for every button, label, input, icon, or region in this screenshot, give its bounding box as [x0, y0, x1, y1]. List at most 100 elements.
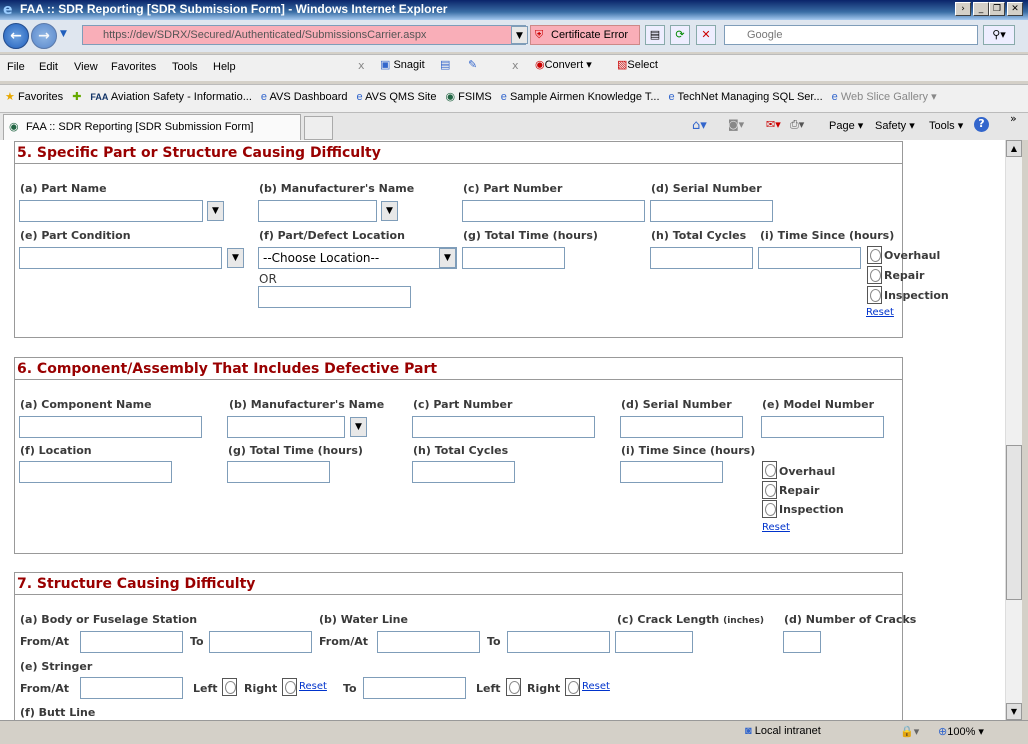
overhaul-radio[interactable] [867, 246, 882, 264]
stringer-from-reset-link[interactable]: Reset [299, 681, 327, 692]
scroll-up-button[interactable]: ▲ [1006, 140, 1022, 157]
favorite-link[interactable]: e TechNet Managing SQL Ser... [669, 91, 823, 103]
safety-menu[interactable]: Safety ▾ [875, 120, 915, 132]
stringer-to-left-radio[interactable] [506, 678, 521, 696]
component-model-number-input[interactable] [761, 416, 884, 438]
menu-favorites[interactable]: Favorites [111, 61, 157, 73]
close-toolbar-icon[interactable]: x [358, 59, 365, 72]
inspection-radio[interactable] [867, 286, 882, 304]
stringer-from-input[interactable] [80, 677, 183, 699]
convert-button[interactable]: ◉Convert ▾ [535, 59, 592, 71]
print-button[interactable]: ⎙▾ [790, 118, 805, 131]
tools-menu[interactable]: Tools ▾ [929, 120, 964, 132]
chevron-more-icon[interactable]: » [1010, 112, 1017, 125]
defect-location-text-input[interactable] [258, 286, 411, 308]
stop-button[interactable]: ✕ [696, 25, 716, 45]
favorite-link[interactable]: e AVS QMS Site [357, 91, 437, 103]
tab-active[interactable]: FAA :: SDR Reporting [SDR Submission For… [3, 114, 301, 140]
part-condition-input[interactable] [19, 247, 222, 269]
stringer-to-reset-link[interactable]: Reset [582, 681, 610, 692]
menu-file[interactable]: File [7, 61, 25, 73]
forward-button[interactable]: → [31, 23, 57, 49]
refresh-button[interactable]: ⟳ [670, 25, 690, 45]
feeds-button[interactable]: ◙▾ [728, 118, 745, 131]
component-name-input[interactable] [19, 416, 202, 438]
water-line-from-input[interactable] [377, 631, 480, 653]
part-name-dropdown-button[interactable]: ▼ [207, 201, 224, 221]
crack-length-input[interactable] [615, 631, 693, 653]
scroll-thumb[interactable] [1006, 445, 1022, 600]
new-tab-button[interactable] [304, 116, 333, 140]
close-toolbar-icon[interactable]: x [512, 59, 519, 72]
part-name-input[interactable] [19, 200, 203, 222]
fuselage-from-input[interactable] [80, 631, 183, 653]
minimize-button[interactable]: _ [973, 2, 989, 16]
favorite-link[interactable]: e AVS Dashboard [261, 91, 348, 103]
add-favorite-icon[interactable]: ✚ [72, 91, 82, 103]
component-total-cycles-input[interactable] [412, 461, 515, 483]
help-button[interactable]: ? [974, 117, 989, 132]
part-condition-dropdown-button[interactable]: ▼ [227, 248, 244, 268]
favorites-button[interactable]: ★ Favorites [5, 90, 63, 103]
history-dropdown-icon[interactable]: ▼ [60, 29, 67, 39]
scroll-down-button[interactable]: ▼ [1006, 703, 1022, 720]
snagit-edit-icon[interactable]: ✎ [468, 58, 478, 71]
component-reset-link[interactable]: Reset [762, 522, 790, 533]
page-menu[interactable]: Page ▾ [829, 120, 864, 132]
component-repair-radio[interactable] [762, 481, 777, 499]
stringer-to-right-radio[interactable] [565, 678, 580, 696]
select-button[interactable]: ▧Select [617, 58, 658, 71]
component-location-input[interactable] [19, 461, 172, 483]
favorite-link[interactable]: ◉ FSIMS [445, 90, 491, 103]
snagit-button[interactable]: ▣ Snagit [380, 58, 425, 71]
address-bar[interactable]: https://dev/SDRX/Secured/Authenticated/S… [82, 25, 526, 45]
stringer-from-right-radio[interactable] [282, 678, 297, 696]
compatibility-view-button[interactable]: ▤ [645, 25, 665, 45]
protected-mode-icon[interactable]: 🔒▾ [900, 726, 920, 738]
fuselage-to-input[interactable] [209, 631, 312, 653]
component-time-since-input[interactable] [620, 461, 723, 483]
manufacturer-name-input[interactable] [258, 200, 377, 222]
number-of-cracks-input[interactable] [783, 631, 821, 653]
component-part-number-input[interactable] [412, 416, 595, 438]
certificate-error-button[interactable]: Certificate Error [530, 25, 640, 45]
home-button[interactable]: ⌂▾ [692, 118, 707, 133]
search-button[interactable]: ⚲▾ [983, 25, 1015, 45]
mail-button[interactable]: ✉▾ [766, 118, 781, 131]
total-cycles-input[interactable] [650, 247, 753, 269]
manufacturer-dropdown-button[interactable]: ▼ [381, 201, 398, 221]
menu-arrow-button[interactable]: › [955, 2, 971, 16]
favorite-link[interactable]: FAA Aviation Safety - Informatio... [90, 91, 251, 103]
stringer-to-input[interactable] [363, 677, 466, 699]
reset-link[interactable]: Reset [866, 307, 894, 318]
back-button[interactable]: ← [3, 23, 29, 49]
snagit-window-icon[interactable]: ▤ [440, 58, 451, 71]
component-inspection-radio[interactable] [762, 500, 777, 518]
vertical-scrollbar[interactable]: ▲ ▼ [1005, 140, 1022, 720]
defect-location-dropdown-icon[interactable]: ▼ [439, 248, 456, 268]
component-serial-number-input[interactable] [620, 416, 743, 438]
address-dropdown-button[interactable]: ▼ [511, 26, 528, 44]
menu-edit[interactable]: Edit [39, 61, 58, 73]
zoom-button[interactable]: ⊕100% ▾ [938, 726, 984, 738]
component-manufacturer-input[interactable] [227, 416, 345, 438]
menu-tools[interactable]: Tools [172, 61, 198, 73]
stringer-from-left-radio[interactable] [222, 678, 237, 696]
menu-view[interactable]: View [74, 61, 98, 73]
close-button[interactable]: ✕ [1007, 2, 1023, 16]
favorite-link[interactable]: e Web Slice Gallery ▾ [831, 91, 937, 103]
repair-radio[interactable] [867, 266, 882, 284]
component-manufacturer-dropdown-button[interactable]: ▼ [350, 417, 367, 437]
restore-button[interactable]: ❐ [989, 2, 1005, 16]
component-total-time-input[interactable] [227, 461, 330, 483]
favorite-link[interactable]: e Sample Airmen Knowledge T... [501, 91, 660, 103]
search-input[interactable]: Google [724, 25, 978, 45]
menu-help[interactable]: Help [213, 61, 236, 73]
time-since-input[interactable] [758, 247, 861, 269]
component-overhaul-radio[interactable] [762, 461, 777, 479]
defect-location-select[interactable]: --Choose Location-- [258, 247, 457, 269]
total-time-input[interactable] [462, 247, 565, 269]
water-line-to-input[interactable] [507, 631, 610, 653]
part-number-input[interactable] [462, 200, 645, 222]
serial-number-input[interactable] [650, 200, 773, 222]
